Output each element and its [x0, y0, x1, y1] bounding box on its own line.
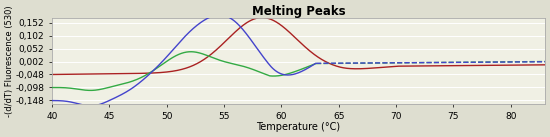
Title: Melting Peaks: Melting Peaks	[252, 5, 345, 18]
X-axis label: Temperature (°C): Temperature (°C)	[256, 122, 340, 132]
Y-axis label: -(d/dT) Fluorescence (530): -(d/dT) Fluorescence (530)	[5, 5, 14, 117]
